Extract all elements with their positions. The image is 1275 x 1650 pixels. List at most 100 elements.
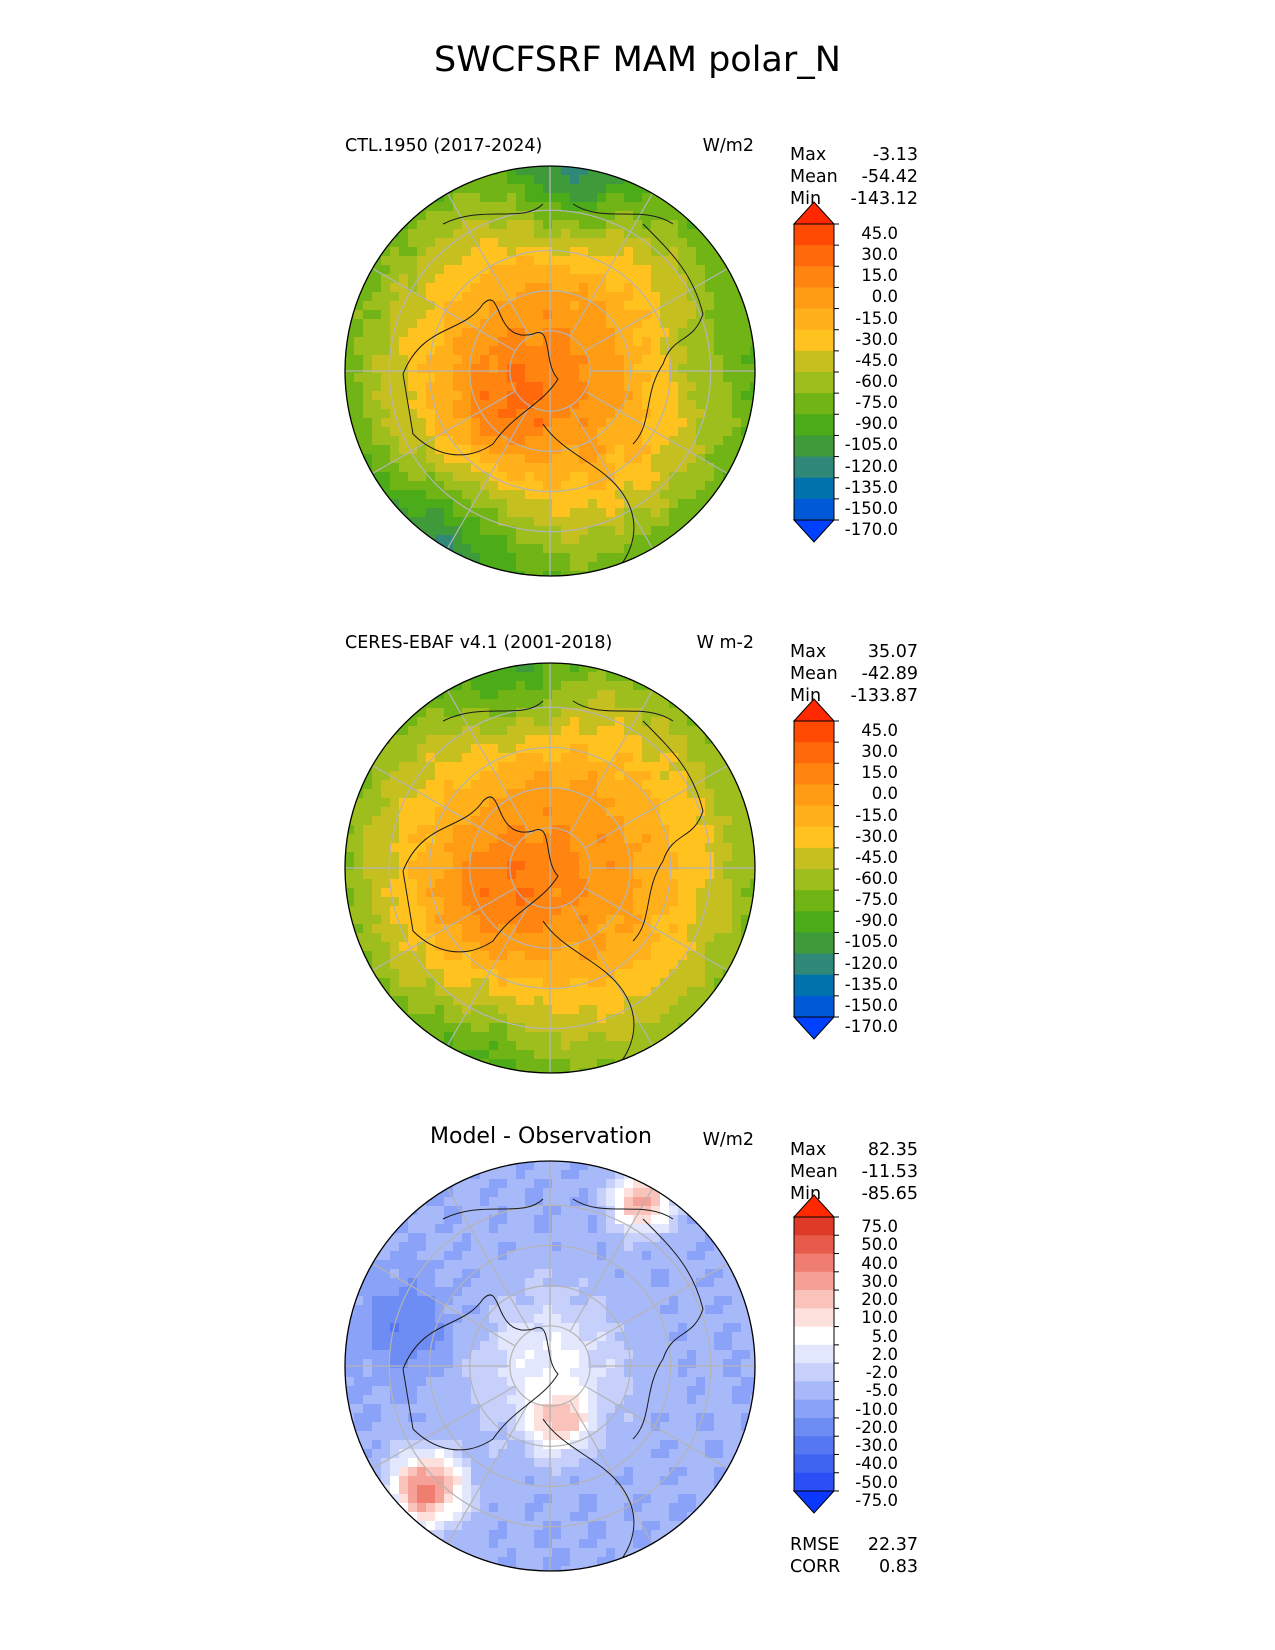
map-cell <box>723 978 733 988</box>
map-cell <box>615 1188 625 1198</box>
map-cell <box>615 553 625 563</box>
map-cell <box>363 861 373 871</box>
map-cell <box>624 1260 634 1270</box>
map-cell <box>723 364 733 374</box>
map-cell <box>417 924 427 934</box>
map-cell <box>525 1422 535 1432</box>
map-cell <box>543 328 553 338</box>
map-cell <box>615 400 625 410</box>
map-cell <box>732 319 742 329</box>
map-cell <box>588 310 598 320</box>
map-cell <box>507 436 517 446</box>
map-cell <box>651 951 661 961</box>
map-cell <box>606 175 616 185</box>
map-cell <box>417 346 427 356</box>
map-cell <box>579 1197 589 1207</box>
map-cell <box>390 1413 400 1423</box>
map-cell <box>480 681 490 691</box>
map-cell <box>525 1269 535 1279</box>
map-cell <box>588 942 598 952</box>
map-cell <box>543 915 553 925</box>
map-cell <box>561 1224 571 1234</box>
map-cell <box>570 508 580 518</box>
map-cell <box>678 996 688 1006</box>
map-cell <box>534 807 544 817</box>
map-cell <box>489 1350 499 1360</box>
map-cell <box>534 535 544 545</box>
map-cell <box>588 373 598 383</box>
map-cell <box>714 1314 724 1324</box>
map-cell <box>516 969 526 979</box>
map-cell <box>453 517 463 527</box>
map-cell <box>471 463 481 473</box>
map-cell <box>633 184 643 194</box>
map-cell <box>552 744 562 754</box>
map-cell <box>525 373 535 383</box>
map-cell <box>426 1350 436 1360</box>
map-cell <box>498 1251 508 1261</box>
map-cell <box>399 897 409 907</box>
map-cell <box>615 490 625 500</box>
map-cell <box>372 1323 382 1333</box>
colorbar-segment <box>794 350 834 373</box>
map-cell <box>444 780 454 790</box>
colorbar-segment <box>794 763 834 785</box>
map-cell <box>705 888 715 898</box>
map-cell <box>615 996 625 1006</box>
map-cell <box>381 391 391 401</box>
map-cell <box>633 535 643 545</box>
map-cell <box>732 409 742 419</box>
map-cell <box>372 1386 382 1396</box>
map-cell <box>597 789 607 799</box>
map-cell <box>525 175 535 185</box>
map-cell <box>408 726 418 736</box>
map-cell <box>624 1215 634 1225</box>
map-cell <box>516 699 526 709</box>
map-cell <box>642 1296 652 1306</box>
map-cell <box>381 906 391 916</box>
map-cell <box>552 247 562 257</box>
map-cell <box>417 382 427 392</box>
map-cell <box>462 481 472 491</box>
map-cell <box>543 1260 553 1270</box>
map-cell <box>516 1287 526 1297</box>
map-cell <box>381 816 391 826</box>
map-cell <box>633 843 643 853</box>
map-cell <box>489 1341 499 1351</box>
map-cell <box>741 834 751 844</box>
map-cell <box>534 834 544 844</box>
map-cell <box>552 400 562 410</box>
map-cell <box>453 1233 463 1243</box>
map-cell <box>552 888 562 898</box>
map-cell <box>417 499 427 509</box>
map-cell <box>615 373 625 383</box>
map-cell <box>525 1005 535 1015</box>
map-cell <box>507 1050 517 1060</box>
map-cell <box>570 843 580 853</box>
map-cell <box>696 888 706 898</box>
map-cell <box>561 274 571 284</box>
map-cell <box>651 987 661 997</box>
map-cell <box>669 418 679 428</box>
map-cell <box>615 526 625 536</box>
map-cell <box>534 319 544 329</box>
map-cell <box>435 1359 445 1369</box>
map-cell <box>345 373 355 383</box>
map-cell <box>615 789 625 799</box>
map-cell <box>642 463 652 473</box>
map-cell <box>480 969 490 979</box>
map-cell <box>579 256 589 266</box>
panel-2-colorbar <box>792 698 839 1040</box>
map-cell <box>651 1287 661 1297</box>
map-cell <box>705 445 715 455</box>
map-cell <box>588 1005 598 1015</box>
map-cell <box>633 906 643 916</box>
map-cell <box>462 382 472 392</box>
map-cell <box>534 1233 544 1243</box>
map-cell <box>426 202 436 212</box>
map-cell <box>435 1260 445 1270</box>
map-cell <box>435 535 445 545</box>
map-cell <box>381 996 391 1006</box>
map-cell <box>507 211 517 221</box>
map-cell <box>624 220 634 230</box>
